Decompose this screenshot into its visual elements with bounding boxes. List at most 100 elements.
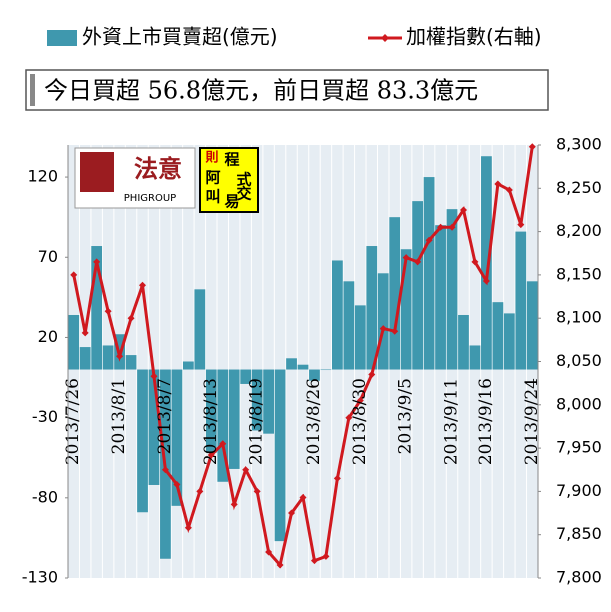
line-marker (276, 561, 284, 569)
line-marker (265, 548, 273, 556)
y2-tick-label: 8,000 (556, 394, 602, 413)
x-tick-label: 2013/8/19 (247, 378, 267, 465)
annotation: 今日買超 56.8億元，前日買超 83.3億元 (44, 77, 478, 105)
line-marker (184, 524, 192, 532)
bar (171, 369, 183, 506)
x-tick-label: 2013/7/26 (63, 378, 83, 465)
bar (366, 246, 378, 370)
line-marker (93, 258, 101, 266)
line-marker (425, 236, 433, 244)
line-marker (116, 352, 124, 360)
bar (79, 347, 91, 370)
bar (102, 345, 114, 370)
y-tick-label: 70 (38, 247, 58, 266)
line-marker (379, 325, 387, 333)
line-marker (414, 258, 422, 266)
line-marker (139, 281, 147, 289)
bar (320, 369, 332, 371)
y2-tick-label: 7,900 (556, 481, 602, 500)
x-tick-label: 2013/9/11 (442, 378, 462, 465)
y-tick-label: -130 (22, 568, 58, 587)
y-tick-label: 120 (27, 167, 58, 186)
logo-text: PHIGROUP (124, 193, 176, 204)
line-marker (196, 487, 204, 495)
logo-text: 叫 (205, 188, 220, 206)
line-marker (345, 414, 353, 422)
bar (446, 209, 458, 370)
bar (217, 369, 229, 482)
line-marker (437, 223, 445, 231)
x-tick-label: 2013/9/5 (396, 378, 416, 454)
line-marker (471, 258, 479, 266)
x-tick-label: 2013/8/26 (304, 378, 324, 465)
bar (91, 246, 103, 370)
logo-box (199, 147, 259, 213)
x-tick-label: 2013/9/24 (522, 378, 542, 465)
bar (125, 355, 137, 370)
bar (148, 369, 160, 485)
bar (137, 369, 148, 513)
line-marker (494, 180, 502, 188)
bar (332, 260, 343, 370)
line-marker (391, 327, 399, 335)
line-marker (253, 487, 261, 495)
y-tick-label: -80 (32, 487, 58, 506)
line-marker (230, 500, 238, 508)
x-tick-label: 2013/8/1 (109, 378, 129, 454)
legend-marker (381, 34, 389, 42)
y2-tick-label: 8,300 (556, 135, 602, 154)
bar (503, 313, 515, 370)
bar (263, 369, 274, 434)
logo-text: 阿 (205, 169, 220, 187)
bar (435, 225, 446, 370)
line-marker (207, 451, 215, 459)
bar (423, 177, 435, 370)
logo-text: 易 (224, 193, 239, 211)
line-marker (161, 466, 169, 474)
line-marker (242, 466, 250, 474)
bar (389, 217, 401, 370)
line-marker (368, 370, 376, 378)
bar (377, 273, 389, 370)
line-marker (322, 552, 330, 560)
logo-text: 式 (236, 171, 251, 189)
bar (274, 369, 286, 542)
x-tick-label: 2013/8/13 (201, 378, 221, 465)
y2-tick-label: 7,850 (556, 524, 602, 543)
y2-tick-label: 8,200 (556, 221, 602, 240)
bar (182, 361, 194, 370)
line-marker (173, 480, 181, 488)
line-marker (81, 329, 89, 337)
bar (68, 314, 80, 370)
line-marker (482, 277, 490, 285)
line-marker (402, 254, 410, 262)
bar (240, 369, 252, 384)
bar (286, 358, 297, 370)
logo-mark (80, 152, 114, 192)
legend-label: 外資上市買賣超(億元) (82, 25, 278, 49)
bar (297, 364, 309, 370)
bar (228, 369, 240, 469)
logo-text: 則 (205, 151, 218, 166)
y2-tick-label: 8,100 (556, 308, 602, 327)
line-marker (150, 372, 158, 380)
line-marker (333, 474, 341, 482)
y2-tick-label: 8,050 (556, 351, 602, 370)
line-marker (70, 271, 78, 279)
bar (492, 302, 504, 370)
bar (526, 281, 538, 370)
y-tick-label: -30 (32, 407, 58, 426)
y2-tick-label: 8,250 (556, 178, 602, 197)
line-marker (299, 493, 307, 501)
line-marker (459, 206, 467, 214)
line-marker (288, 509, 296, 517)
bar (481, 156, 492, 370)
box-accent (30, 74, 35, 106)
x-tick-label: 2013/8/7 (155, 378, 175, 454)
legend-swatch (47, 30, 77, 46)
logo: 法意 PHIGROUP 則 程 阿 式 叫 交 易 (74, 147, 259, 213)
bar (515, 231, 527, 370)
line-marker (104, 307, 112, 315)
bar (343, 281, 355, 370)
